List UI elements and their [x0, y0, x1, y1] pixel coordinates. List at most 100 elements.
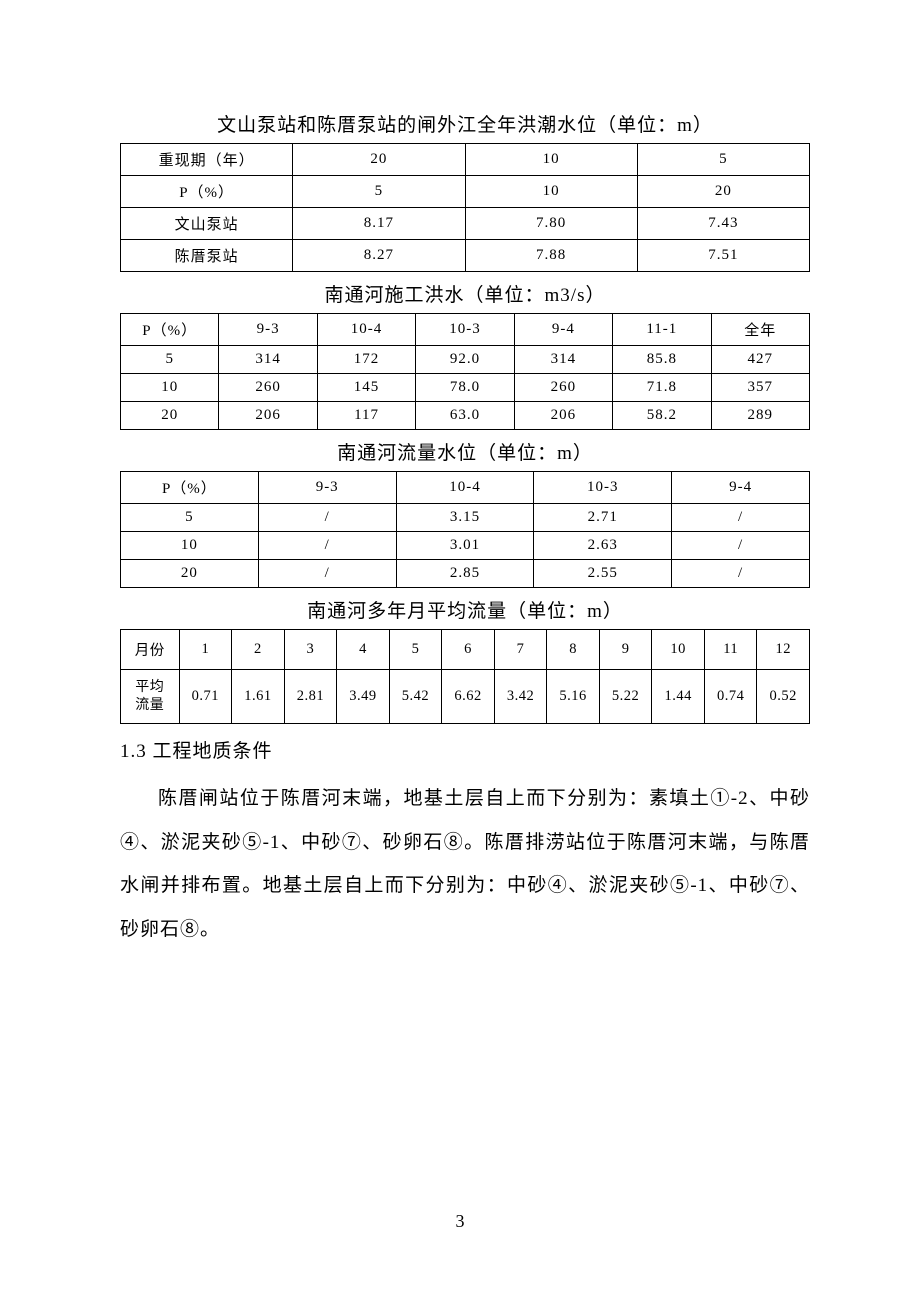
table-row: 2020611763.020658.2289: [121, 402, 810, 430]
section-paragraph: 陈厝闸站位于陈厝河末端，地基土层自上而下分别为：素填土①-2、中砂④、淤泥夹砂⑤…: [120, 777, 810, 952]
table3-caption: 南通河流量水位（单位：m）: [120, 438, 810, 465]
table-cell: 7.43: [637, 208, 809, 240]
table-cell: /: [672, 532, 810, 560]
table-row: 20/2.852.55/: [121, 560, 810, 588]
table-cell: 10: [121, 532, 259, 560]
table-cell: 6.62: [442, 670, 495, 724]
table-cell: 9-4: [672, 472, 810, 504]
table-row: P（%）9-310-410-39-411-1全年: [121, 314, 810, 346]
table-cell: P（%）: [121, 472, 259, 504]
table-row: P（%）51020: [121, 176, 810, 208]
table-cell: /: [258, 504, 396, 532]
table-row: 重现期（年）20105: [121, 144, 810, 176]
table-cell: 260: [219, 374, 317, 402]
table-cell: 6: [442, 630, 495, 670]
table-cell: 172: [317, 346, 415, 374]
table-cell: 427: [711, 346, 809, 374]
table-cell: /: [672, 560, 810, 588]
table-cell: 71.8: [613, 374, 711, 402]
table-cell: 1: [179, 630, 232, 670]
table-cell: 3.01: [396, 532, 534, 560]
table-cell: 10-4: [317, 314, 415, 346]
table-cell: /: [258, 532, 396, 560]
table-cell: P（%）: [121, 176, 293, 208]
table-cell: 357: [711, 374, 809, 402]
table-cell: 5: [637, 144, 809, 176]
table3: P（%）9-310-410-39-45/3.152.71/10/3.012.63…: [120, 471, 810, 588]
table-cell: 5: [121, 504, 259, 532]
table-cell: 5.22: [599, 670, 652, 724]
table-cell: 3.42: [494, 670, 547, 724]
table-cell: 2.55: [534, 560, 672, 588]
table-cell: 9-3: [258, 472, 396, 504]
table-cell: /: [258, 560, 396, 588]
table-cell: 7.88: [465, 240, 637, 272]
table-cell: 20: [121, 402, 219, 430]
table-cell: 0.74: [704, 670, 757, 724]
table-cell: 78.0: [416, 374, 514, 402]
table-cell: 平均流量: [121, 670, 180, 724]
table-cell: 2: [232, 630, 285, 670]
table-row: 5/3.152.71/: [121, 504, 810, 532]
table1-body: 重现期（年）20105P（%）51020文山泵站8.177.807.43陈厝泵站…: [121, 144, 810, 272]
table-cell: 10: [465, 176, 637, 208]
table4: 月份123456789101112平均流量0.711.612.813.495.4…: [120, 629, 810, 724]
section-heading: 1.3 工程地质条件: [120, 736, 810, 763]
table-cell: 206: [219, 402, 317, 430]
table-cell: 63.0: [416, 402, 514, 430]
table-cell: 85.8: [613, 346, 711, 374]
table-cell: 7.80: [465, 208, 637, 240]
table4-body: 月份123456789101112平均流量0.711.612.813.495.4…: [121, 630, 810, 724]
table-cell: 1.44: [652, 670, 705, 724]
table-cell: 10: [652, 630, 705, 670]
table-row: 10/3.012.63/: [121, 532, 810, 560]
table-row: 月份123456789101112: [121, 630, 810, 670]
table2-caption: 南通河施工洪水（单位：m3/s）: [120, 280, 810, 307]
table-cell: 11-1: [613, 314, 711, 346]
table-row: 平均流量0.711.612.813.495.426.623.425.165.22…: [121, 670, 810, 724]
table-cell: 全年: [711, 314, 809, 346]
table-cell: 10-3: [416, 314, 514, 346]
table-cell: 289: [711, 402, 809, 430]
table-cell: 2.81: [284, 670, 337, 724]
table4-caption: 南通河多年月平均流量（单位：m）: [120, 596, 810, 623]
table-cell: 2.63: [534, 532, 672, 560]
table-cell: 8.17: [293, 208, 465, 240]
table-cell: 9: [599, 630, 652, 670]
table-cell: 文山泵站: [121, 208, 293, 240]
table-row: 陈厝泵站8.277.887.51: [121, 240, 810, 272]
table-cell: P（%）: [121, 314, 219, 346]
table2: P（%）9-310-410-39-411-1全年531417292.031485…: [120, 313, 810, 430]
table-cell: 1.61: [232, 670, 285, 724]
table-cell: 3: [284, 630, 337, 670]
table-row: 1026014578.026071.8357: [121, 374, 810, 402]
page-number: 3: [0, 1211, 920, 1232]
table-cell: 5: [121, 346, 219, 374]
table-cell: 3.15: [396, 504, 534, 532]
table-cell: 10-3: [534, 472, 672, 504]
table-cell: 7: [494, 630, 547, 670]
table3-body: P（%）9-310-410-39-45/3.152.71/10/3.012.63…: [121, 472, 810, 588]
table-cell: 10-4: [396, 472, 534, 504]
table-cell: 5.42: [389, 670, 442, 724]
table-cell: 58.2: [613, 402, 711, 430]
table-cell: 陈厝泵站: [121, 240, 293, 272]
table-cell: 5: [389, 630, 442, 670]
table-cell: 20: [121, 560, 259, 588]
table-row: 文山泵站8.177.807.43: [121, 208, 810, 240]
table-cell: 9-4: [514, 314, 612, 346]
table-cell: 260: [514, 374, 612, 402]
table-cell: 5.16: [547, 670, 600, 724]
table-cell: 月份: [121, 630, 180, 670]
table-cell: 12: [757, 630, 810, 670]
table-row: 531417292.031485.8427: [121, 346, 810, 374]
table-cell: 7.51: [637, 240, 809, 272]
table-cell: 重现期（年）: [121, 144, 293, 176]
table-cell: 314: [219, 346, 317, 374]
table-cell: 0.71: [179, 670, 232, 724]
table-cell: 2.71: [534, 504, 672, 532]
table-cell: 145: [317, 374, 415, 402]
table-cell: 5: [293, 176, 465, 208]
table-cell: 10: [121, 374, 219, 402]
table-cell: 10: [465, 144, 637, 176]
